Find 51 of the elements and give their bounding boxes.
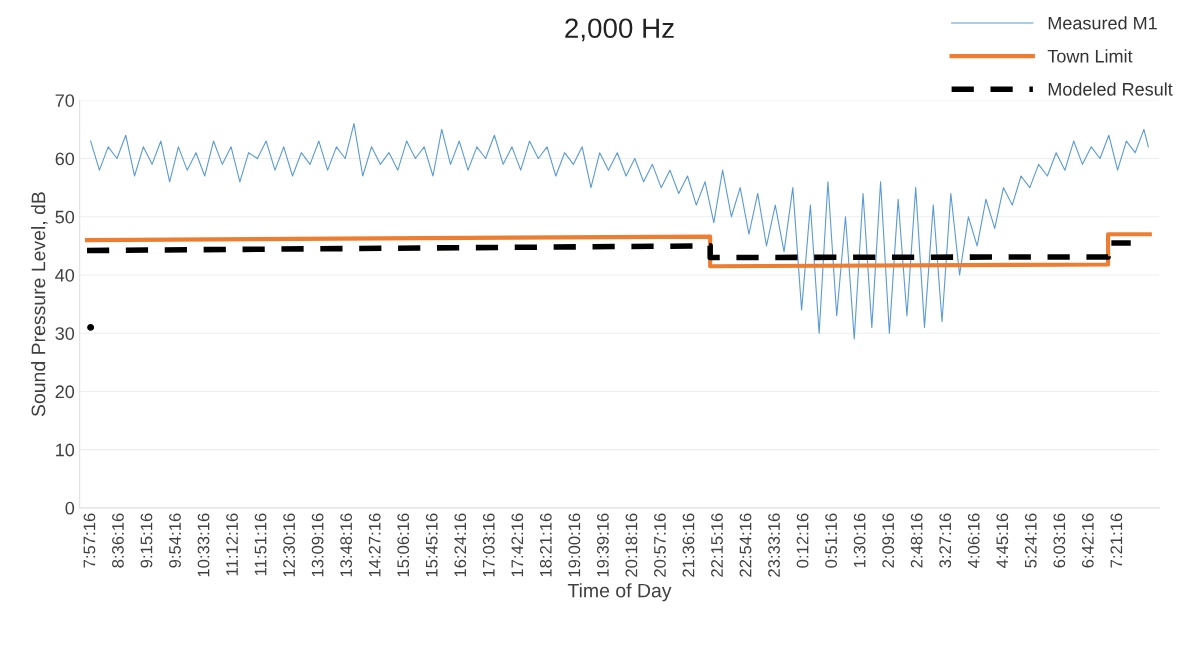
legend-label: Town Limit	[1047, 49, 1133, 63]
chart-title: 2,000 Hz	[565, 18, 674, 42]
x-tick-label: 13:48:16	[340, 513, 353, 577]
x-tick-label: 15:06:16	[397, 513, 410, 577]
x-axis-title: Time of Day	[567, 583, 672, 602]
x-tick-label: 2:48:16	[910, 513, 923, 568]
x-tick-label: 7:21:16	[1110, 513, 1123, 568]
x-tick-label: 19:39:16	[596, 513, 609, 577]
y-tick-label: 30	[55, 327, 75, 340]
x-tick-label: 4:45:16	[996, 513, 1009, 568]
x-tick-label: 7:57:16	[83, 513, 96, 568]
legend-label: Measured M1	[1048, 16, 1157, 30]
y-tick-label: 20	[55, 385, 75, 399]
x-tick-label: 6:42:16	[1081, 513, 1094, 568]
x-tick-label: 8:36:16	[112, 513, 124, 568]
x-tick-label: 0:12:16	[796, 513, 809, 568]
x-tick-label: 18:21:16	[539, 513, 552, 577]
x-tick-label: 20:18:16	[625, 513, 638, 577]
y-tick-label: 70	[55, 94, 75, 108]
legend-label: Modeled Result	[1048, 82, 1173, 96]
x-tick-label: 22:15:16	[711, 513, 723, 577]
y-tick-label: 0	[65, 501, 75, 515]
x-tick-label: 3:27:16	[939, 513, 952, 568]
x-tick-label: 2:09:16	[882, 513, 895, 568]
x-tick-label: 11:12:16	[226, 513, 238, 576]
x-tick-label: 1:30:16	[853, 513, 866, 568]
x-tick-label: 15:45:16	[425, 513, 438, 577]
x-tick-label: 0:51:16	[825, 513, 837, 568]
y-tick-label: 10	[56, 443, 75, 457]
x-tick-label: 5:24:16	[1024, 513, 1037, 568]
x-tick-label: 14:27:16	[368, 513, 381, 577]
x-tick-label: 23:33:16	[768, 513, 780, 577]
y-tick-label: 50	[55, 210, 75, 224]
x-tick-label: 20:57:16	[654, 513, 666, 577]
x-tick-label: 9:15:16	[140, 513, 153, 568]
x-tick-label: 17:03:16	[482, 513, 495, 577]
x-tick-label: 16:24:16	[454, 513, 467, 577]
x-tick-label: 12:30:16	[283, 513, 295, 577]
x-tick-label: 13:09:16	[311, 513, 324, 577]
x-tick-label: 22:54:16	[739, 513, 752, 577]
x-tick-label: 19:00:16	[568, 513, 581, 577]
x-tick-label: 4:06:16	[967, 513, 980, 568]
x-tick-label: 10:33:16	[197, 513, 210, 577]
y-tick-label: 40	[55, 268, 75, 282]
y-axis-title: Sound Pressure Level, dB	[31, 192, 48, 417]
x-tick-label: 21:36:16	[682, 513, 695, 577]
x-tick-label: 9:54:16	[169, 513, 181, 568]
x-tick-label: 11:51:16	[254, 513, 267, 576]
x-tick-label: 17:42:16	[511, 513, 524, 577]
x-tick-label: 6:03:16	[1053, 513, 1066, 568]
y-tick-label: 60	[55, 152, 75, 166]
